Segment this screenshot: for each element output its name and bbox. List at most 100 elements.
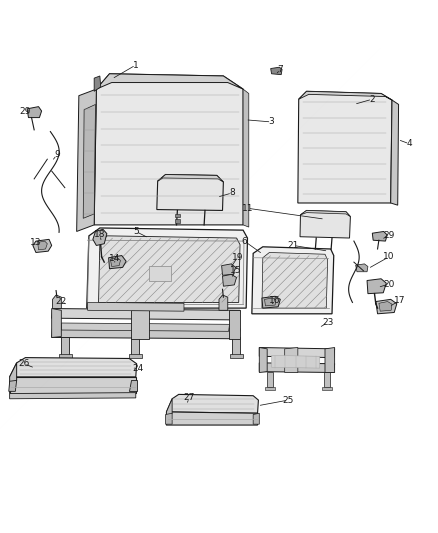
Polygon shape: [166, 394, 258, 413]
Text: 20: 20: [383, 279, 395, 288]
Polygon shape: [88, 302, 184, 311]
Polygon shape: [129, 381, 137, 391]
Polygon shape: [87, 228, 247, 308]
Polygon shape: [61, 323, 230, 332]
Text: 2: 2: [370, 95, 375, 104]
Polygon shape: [322, 386, 332, 390]
Polygon shape: [131, 310, 149, 339]
Polygon shape: [367, 279, 386, 294]
Polygon shape: [259, 348, 335, 358]
Polygon shape: [52, 327, 240, 339]
Polygon shape: [9, 381, 17, 391]
Polygon shape: [230, 354, 243, 359]
Polygon shape: [265, 298, 276, 306]
Polygon shape: [129, 354, 142, 359]
Text: 1: 1: [133, 61, 139, 69]
Polygon shape: [259, 348, 267, 373]
Text: 11: 11: [242, 204, 253, 213]
Polygon shape: [379, 302, 392, 311]
Polygon shape: [262, 253, 328, 308]
Text: 25: 25: [283, 395, 294, 405]
Polygon shape: [33, 239, 52, 253]
Polygon shape: [285, 348, 298, 373]
Polygon shape: [10, 358, 137, 377]
Polygon shape: [149, 265, 171, 280]
Text: 10: 10: [383, 252, 395, 261]
Text: 17: 17: [394, 296, 405, 305]
Polygon shape: [109, 255, 126, 269]
Polygon shape: [158, 174, 223, 182]
Polygon shape: [59, 354, 72, 359]
Polygon shape: [324, 372, 330, 387]
Text: 27: 27: [184, 393, 195, 402]
Polygon shape: [252, 247, 334, 314]
Text: 29: 29: [383, 231, 395, 240]
Text: 15: 15: [230, 266, 241, 276]
Text: 9: 9: [54, 150, 60, 159]
Text: 19: 19: [232, 253, 243, 262]
Polygon shape: [229, 310, 240, 339]
Text: 29: 29: [20, 107, 31, 116]
Polygon shape: [356, 264, 368, 272]
Text: 5: 5: [133, 227, 139, 236]
Polygon shape: [52, 309, 240, 320]
Text: 8: 8: [229, 189, 235, 197]
Polygon shape: [110, 258, 120, 266]
Polygon shape: [77, 89, 96, 231]
Polygon shape: [166, 399, 172, 425]
Polygon shape: [265, 386, 275, 390]
Text: 4: 4: [407, 139, 412, 148]
Polygon shape: [253, 413, 259, 424]
Polygon shape: [38, 241, 47, 250]
Polygon shape: [300, 211, 350, 238]
Text: 23: 23: [322, 318, 333, 327]
Text: 18: 18: [94, 230, 106, 239]
Polygon shape: [94, 74, 243, 225]
Polygon shape: [83, 104, 95, 219]
Polygon shape: [175, 214, 180, 217]
Polygon shape: [223, 274, 237, 286]
Polygon shape: [232, 336, 240, 355]
Text: 14: 14: [109, 254, 120, 263]
Polygon shape: [27, 107, 42, 118]
Polygon shape: [391, 100, 399, 205]
Polygon shape: [10, 377, 136, 393]
Polygon shape: [299, 91, 392, 100]
Polygon shape: [219, 295, 228, 310]
Text: 21: 21: [288, 241, 299, 250]
Text: 26: 26: [18, 359, 30, 368]
Polygon shape: [166, 412, 258, 425]
Polygon shape: [272, 356, 320, 368]
Polygon shape: [166, 413, 172, 424]
Polygon shape: [262, 296, 280, 308]
Polygon shape: [372, 231, 387, 241]
Polygon shape: [175, 219, 180, 223]
Polygon shape: [325, 348, 335, 373]
Polygon shape: [300, 211, 350, 216]
Polygon shape: [271, 67, 282, 75]
Polygon shape: [131, 336, 139, 355]
Polygon shape: [376, 300, 397, 314]
Text: 24: 24: [132, 364, 144, 373]
Polygon shape: [157, 174, 223, 211]
Polygon shape: [298, 91, 392, 203]
Text: 6: 6: [241, 237, 247, 246]
Text: 13: 13: [30, 238, 42, 247]
Polygon shape: [52, 309, 61, 337]
Polygon shape: [267, 372, 273, 387]
Polygon shape: [259, 363, 335, 373]
Text: 7: 7: [277, 65, 283, 74]
Polygon shape: [94, 76, 101, 91]
Text: 3: 3: [268, 117, 275, 126]
Polygon shape: [53, 295, 61, 309]
Polygon shape: [10, 393, 136, 399]
Polygon shape: [10, 363, 17, 393]
Text: 16: 16: [269, 296, 281, 305]
Polygon shape: [93, 229, 107, 246]
Polygon shape: [96, 74, 243, 89]
Text: 22: 22: [56, 297, 67, 306]
Polygon shape: [222, 264, 236, 275]
Polygon shape: [99, 236, 240, 302]
Polygon shape: [61, 336, 69, 355]
Polygon shape: [243, 89, 249, 227]
